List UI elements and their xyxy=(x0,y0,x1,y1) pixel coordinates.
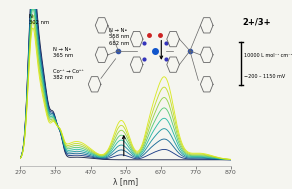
Text: 2+/3+: 2+/3+ xyxy=(243,17,271,26)
Text: N → N•
558 nm
682 nm: N → N• 558 nm 682 nm xyxy=(109,28,129,46)
X-axis label: λ [nm]: λ [nm] xyxy=(113,177,138,186)
Text: 10000 L mol⁻¹ cm⁻¹: 10000 L mol⁻¹ cm⁻¹ xyxy=(244,53,292,58)
Text: Co²⁺ → Co³⁺
382 nm: Co²⁺ → Co³⁺ 382 nm xyxy=(53,69,84,80)
Text: −200 – 1150 mV: −200 – 1150 mV xyxy=(244,74,286,79)
Text: N
302 nm: N 302 nm xyxy=(29,14,49,25)
Text: N → N•
365 nm: N → N• 365 nm xyxy=(53,47,73,58)
